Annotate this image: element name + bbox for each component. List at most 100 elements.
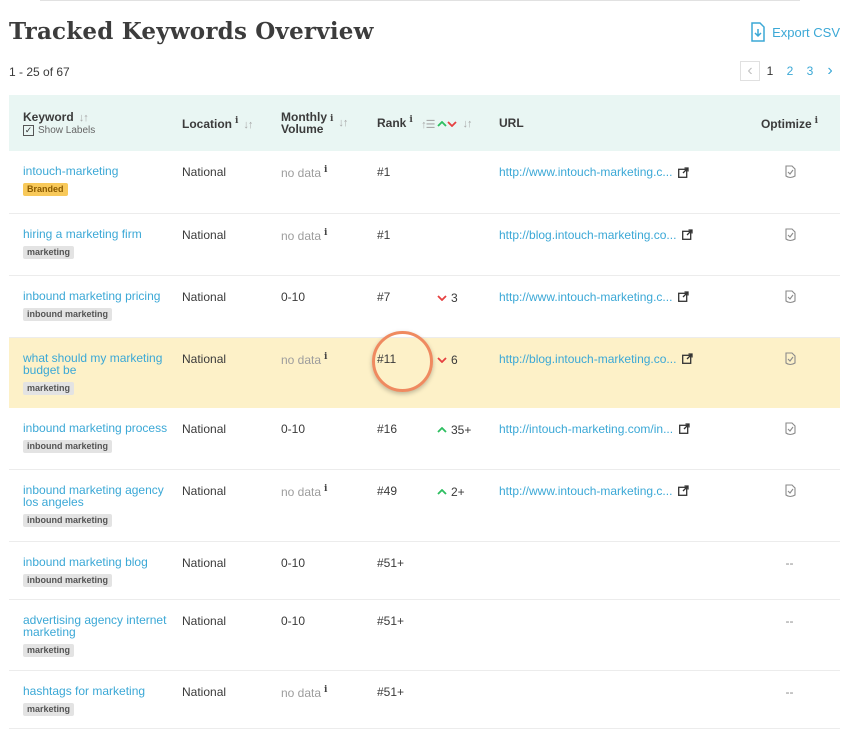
sort-icon[interactable]: ↓↑ (243, 118, 253, 131)
next-page-button[interactable]: › (827, 62, 833, 79)
page-2-button[interactable]: 2 (786, 64, 794, 78)
info-icon[interactable]: i (330, 114, 334, 125)
keyword-link[interactable]: what should my marketing budget be (23, 350, 163, 377)
trend-down-icon[interactable] (447, 121, 458, 128)
rank-cell: #1 (377, 213, 437, 276)
location-column-header[interactable]: Location i ↓↑ (182, 95, 281, 151)
rank-value: #51+ (377, 555, 405, 570)
rank-change-cell: 3 (437, 275, 499, 338)
info-icon[interactable]: i (324, 227, 328, 238)
keyword-cell: inbound marketing agency los angeles inb… (9, 469, 182, 542)
rank-change-cell: 2+ (437, 469, 499, 542)
keyword-label-tag: inbound marketing (23, 307, 112, 321)
volume-value: no data (281, 484, 322, 499)
rank-value: #7 (377, 289, 391, 304)
url-link[interactable]: http://intouch-marketing.com/in... (499, 422, 690, 436)
rank-column-header[interactable]: Rank i ↑☰ ↓↑ (377, 95, 499, 151)
optimize-column-header: Optimize i (739, 95, 840, 151)
info-icon[interactable]: i (324, 483, 328, 494)
external-link-icon[interactable] (678, 485, 690, 496)
rank-cell: #7 (377, 275, 437, 338)
table-header-row: Keyword ↓↑ ✓ Show Labels Location i ↓↑ Mont… (9, 95, 840, 151)
location-value: National (182, 289, 227, 304)
volume-cell: no data i (281, 337, 377, 408)
keyword-link[interactable]: advertising agency internet marketing (23, 612, 167, 639)
info-icon[interactable]: i (814, 115, 819, 126)
checkbox-checked-icon[interactable]: ✓ (23, 125, 34, 136)
optimize-cell (739, 151, 840, 214)
keyword-label-tag: marketing (23, 381, 75, 395)
info-icon[interactable]: i (324, 165, 328, 175)
info-icon[interactable]: i (324, 351, 328, 362)
info-icon[interactable]: i (409, 115, 413, 126)
external-link-icon[interactable] (679, 423, 690, 434)
keyword-link[interactable]: hashtags for marketing (23, 683, 146, 698)
url-link[interactable]: http://blog.intouch-marketing.co... (499, 352, 694, 366)
url-cell (499, 599, 739, 671)
optimize-page-icon[interactable] (784, 483, 796, 498)
external-link-icon[interactable] (682, 229, 694, 240)
keyword-link[interactable]: inbound marketing process (23, 420, 168, 435)
keyword-column-header[interactable]: Keyword ↓↑ ✓ Show Labels (9, 95, 182, 151)
rank-value: #11 (377, 351, 397, 366)
url-link[interactable]: http://blog.intouch-marketing.co... (499, 227, 694, 242)
table-row: what should my marketing budget be marke… (9, 337, 840, 408)
keyword-link[interactable]: inbound marketing agency los angeles (23, 482, 164, 509)
url-text: http://blog.intouch-marketing.co... (499, 227, 677, 242)
sort-icon[interactable]: ↓↑ (78, 112, 89, 124)
rank-sort-controls[interactable]: ↑☰ ↓↑ (416, 118, 472, 131)
optimize-page-icon[interactable] (784, 289, 796, 304)
prev-page-button[interactable]: ‹ (740, 61, 760, 81)
keyword-link[interactable]: inbound marketing pricing (23, 288, 161, 303)
keyword-cell: intouch-marketing Branded (9, 151, 182, 214)
volume-value: 0-10 (281, 613, 306, 628)
page-3-button[interactable]: 3 (806, 64, 814, 78)
optimize-unavailable: -- (785, 613, 794, 628)
trend-up-icon[interactable] (437, 121, 448, 127)
export-csv-button[interactable]: Export CSV (750, 22, 840, 42)
rank-change-cell: 6 (437, 337, 499, 408)
keyword-link[interactable]: intouch-marketing (23, 164, 119, 178)
info-icon[interactable]: i (324, 684, 328, 695)
show-labels-toggle[interactable]: ✓ Show Labels (23, 125, 182, 136)
monthly-volume-column-header[interactable]: Monthly Volumei ↓↑ (281, 95, 377, 151)
location-value: National (182, 165, 227, 179)
location-cell: National (182, 151, 281, 214)
sort-icon[interactable]: ↓↑ (338, 117, 348, 130)
optimize-page-icon[interactable] (784, 421, 796, 436)
external-link-icon[interactable] (678, 291, 690, 302)
sort-order-icon[interactable]: ↑☰ (421, 118, 435, 131)
keyword-link[interactable]: hiring a marketing firm (23, 226, 142, 241)
keyword-cell: what should my marketing budget be marke… (9, 337, 182, 408)
top-divider (40, 0, 800, 1)
url-text: http://www.intouch-marketing.c... (499, 483, 673, 498)
external-link-icon[interactable] (678, 166, 690, 178)
pagination: ‹ 1 2 3 › (740, 61, 840, 81)
keyword-cell: advertising agency internet marketing ma… (9, 599, 182, 671)
optimize-page-icon[interactable] (784, 351, 796, 366)
rank-change: 35+ (437, 423, 471, 437)
url-cell: http://www.intouch-marketing.c... (499, 275, 739, 338)
optimize-page-icon[interactable] (784, 165, 796, 179)
url-column-header: URL (499, 95, 739, 151)
volume-cell: 0-10 (281, 599, 377, 671)
volume-value: 0-10 (281, 421, 306, 436)
external-link-icon[interactable] (682, 353, 694, 364)
location-cell: National (182, 213, 281, 276)
optimize-cell (739, 275, 840, 338)
volume-value: no data (281, 228, 322, 243)
page-1-button[interactable]: 1 (766, 64, 774, 78)
volume-cell: no data i (281, 469, 377, 542)
keyword-header-label: Keyword (23, 110, 74, 124)
optimize-page-icon[interactable] (784, 227, 796, 242)
url-link[interactable]: http://www.intouch-marketing.c... (499, 290, 690, 304)
url-link[interactable]: http://www.intouch-marketing.c... (499, 483, 690, 498)
sort-icon[interactable]: ↓↑ (462, 118, 472, 131)
volume-cell: no data i (281, 670, 377, 729)
keyword-link[interactable]: inbound marketing blog (23, 554, 148, 569)
page-title: Tracked Keywords Overview (9, 18, 374, 45)
info-icon[interactable]: i (235, 115, 239, 126)
location-value: National (182, 421, 227, 436)
rank-change-cell (437, 213, 499, 276)
url-link[interactable]: http://www.intouch-marketing.c... (499, 165, 690, 179)
